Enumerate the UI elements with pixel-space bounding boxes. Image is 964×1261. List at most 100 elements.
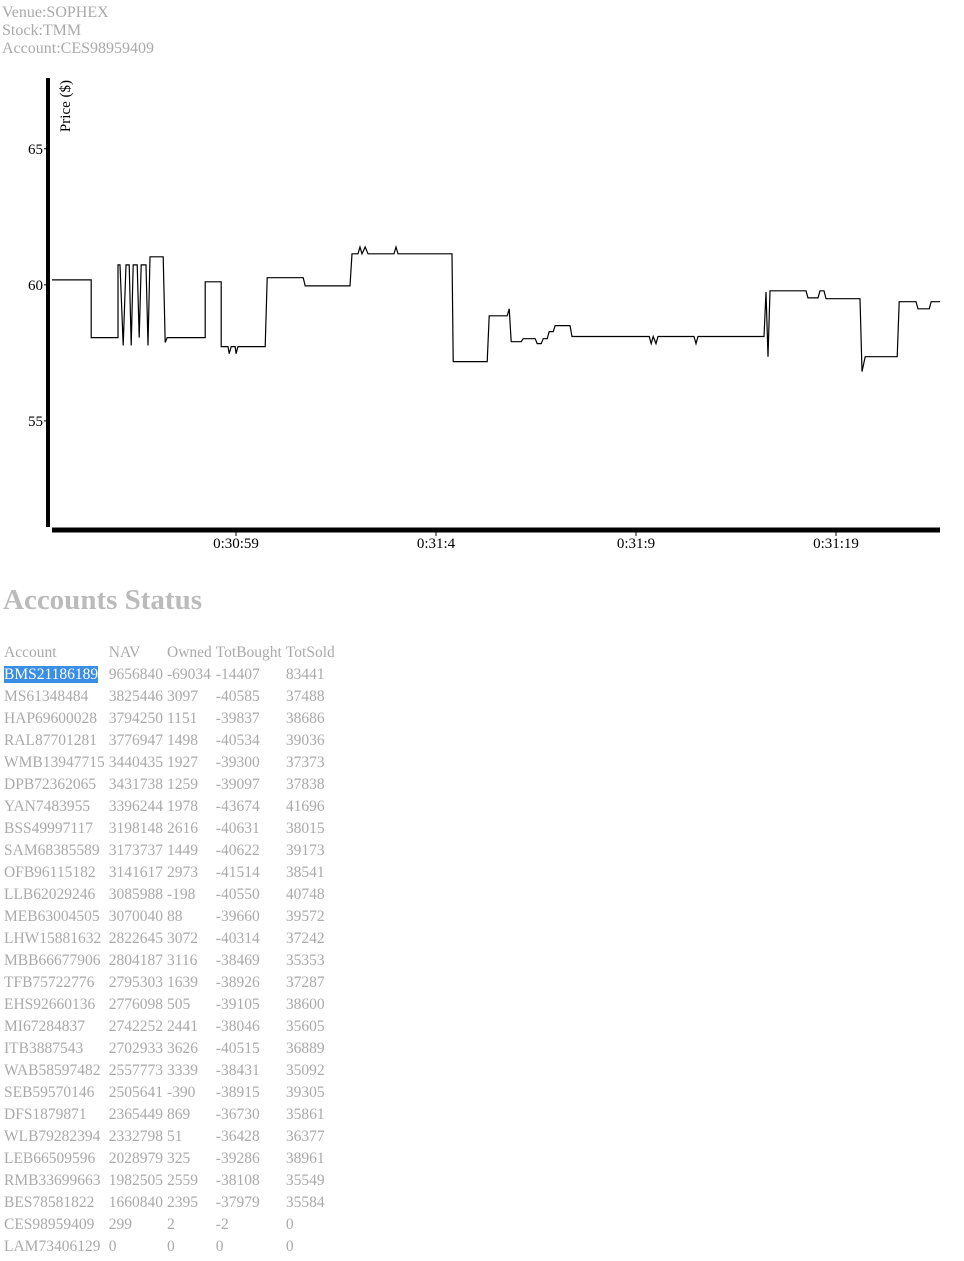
table-cell: HAP69600028 bbox=[2, 708, 107, 730]
table-cell: 40748 bbox=[284, 884, 337, 906]
cell-text: 41696 bbox=[285, 798, 325, 815]
cell-text: -39300 bbox=[215, 754, 260, 771]
cell-text: MEB63004505 bbox=[4, 908, 100, 925]
cell-text: 35605 bbox=[285, 1018, 325, 1035]
cell-text: 3794250 bbox=[108, 710, 163, 727]
table-cell: 0 bbox=[107, 1236, 165, 1258]
cell-text: SEB59570146 bbox=[4, 1084, 95, 1101]
table-row: LAM73406129 0 0 0 0 bbox=[2, 1236, 337, 1258]
table-cell: 2822645 bbox=[107, 928, 165, 950]
cell-text: -40515 bbox=[215, 1040, 260, 1057]
table-cell: 1927 bbox=[165, 752, 214, 774]
cell-text: EHS92660136 bbox=[4, 996, 96, 1013]
table-cell: 3825446 bbox=[107, 686, 165, 708]
table-cell: -37979 bbox=[214, 1192, 284, 1214]
table-cell: -38431 bbox=[214, 1060, 284, 1082]
table-cell: 2973 bbox=[165, 862, 214, 884]
table-row: MBB66677906 2804187 3116 -38469 35353 bbox=[2, 950, 337, 972]
table-cell: -14407 bbox=[214, 664, 284, 686]
cell-text: 2776098 bbox=[108, 996, 163, 1013]
cell-text: 3776947 bbox=[108, 732, 163, 749]
table-cell: 3440435 bbox=[107, 752, 165, 774]
cell-text: RAL87701281 bbox=[4, 732, 97, 749]
cell-text: 37287 bbox=[285, 974, 325, 991]
table-cell: 1259 bbox=[165, 774, 214, 796]
table-cell: BSS49997117 bbox=[2, 818, 107, 840]
table-cell: 3072 bbox=[165, 928, 214, 950]
cell-text: 37838 bbox=[285, 776, 325, 793]
cell-text: 38686 bbox=[285, 710, 325, 727]
table-cell: -38108 bbox=[214, 1170, 284, 1192]
cell-text: 299 bbox=[108, 1216, 132, 1233]
cell-text: 3173737 bbox=[108, 842, 163, 859]
table-row: MS61348484 3825446 3097 -40585 37488 bbox=[2, 686, 337, 708]
table-cell: 39305 bbox=[284, 1082, 337, 1104]
table-cell: 39173 bbox=[284, 840, 337, 862]
table-cell: CES98959409 bbox=[2, 1214, 107, 1236]
table-cell: 38015 bbox=[284, 818, 337, 840]
cell-text: -39837 bbox=[215, 710, 260, 727]
table-cell: SAM68385589 bbox=[2, 840, 107, 862]
table-cell: 3794250 bbox=[107, 708, 165, 730]
cell-text: 38961 bbox=[285, 1150, 325, 1167]
cell-text: 2505641 bbox=[108, 1084, 163, 1101]
table-cell: -40631 bbox=[214, 818, 284, 840]
table-cell: 325 bbox=[165, 1148, 214, 1170]
cell-text: 325 bbox=[167, 1150, 191, 1167]
table-cell: WLB79282394 bbox=[2, 1126, 107, 1148]
cell-text: 2702933 bbox=[108, 1040, 163, 1057]
cell-text: 1259 bbox=[167, 776, 198, 793]
table-cell: DFS1879871 bbox=[2, 1104, 107, 1126]
cell-text: 83441 bbox=[285, 666, 325, 683]
table-cell: -69034 bbox=[165, 664, 214, 686]
cell-text: -36428 bbox=[215, 1128, 260, 1145]
cell-text: -43674 bbox=[215, 798, 260, 815]
column-header: TotBought bbox=[215, 644, 282, 661]
table-row: SEB59570146 2505641 -390 -38915 39305 bbox=[2, 1082, 337, 1104]
accounts-table: Account NAV Owned TotBought TotSold BMS211861… bbox=[2, 642, 337, 1258]
table-row: WMB13947715 3440435 1927 -39300 37373 bbox=[2, 752, 337, 774]
table-cell: MEB63004505 bbox=[2, 906, 107, 928]
table-row: OFB96115182 3141617 2973 -41514 38541 bbox=[2, 862, 337, 884]
cell-text: 0 bbox=[285, 1238, 294, 1255]
table-cell: 1660840 bbox=[107, 1192, 165, 1214]
table-cell: OFB96115182 bbox=[2, 862, 107, 884]
cell-text: LAM73406129 bbox=[4, 1238, 101, 1255]
table-cell: 3116 bbox=[165, 950, 214, 972]
table-title: Accounts Status bbox=[3, 584, 202, 616]
table-cell: 1449 bbox=[165, 840, 214, 862]
cell-text: -38431 bbox=[215, 1062, 260, 1079]
cell-text: OFB96115182 bbox=[4, 864, 96, 881]
cell-text: -40622 bbox=[215, 842, 260, 859]
table-cell: 2702933 bbox=[107, 1038, 165, 1060]
table-cell: WMB13947715 bbox=[2, 752, 107, 774]
table-cell: LAM73406129 bbox=[2, 1236, 107, 1258]
cell-text: MI67284837 bbox=[4, 1018, 85, 1035]
cell-text: 2795303 bbox=[108, 974, 163, 991]
table-row: BMS21186189 9656840 -69034 -14407 83441 bbox=[2, 664, 337, 686]
table-row: LEB66509596 2028979 325 -39286 38961 bbox=[2, 1148, 337, 1170]
table-cell: 38686 bbox=[284, 708, 337, 730]
cell-text: LLB62029246 bbox=[4, 886, 96, 903]
table-row: WAB58597482 2557773 3339 -38431 35092 bbox=[2, 1060, 337, 1082]
cell-text: 3396244 bbox=[108, 798, 163, 815]
y-axis-label: Price ($) bbox=[58, 80, 74, 132]
table-cell: -2 bbox=[214, 1214, 284, 1236]
column-header: Owned bbox=[167, 644, 212, 661]
table-cell: TFB75722776 bbox=[2, 972, 107, 994]
cell-text: 35092 bbox=[285, 1062, 325, 1079]
table-cell: 2742252 bbox=[107, 1016, 165, 1038]
table-cell: 0 bbox=[165, 1236, 214, 1258]
table-cell: 2028979 bbox=[107, 1148, 165, 1170]
table-row: ITB3887543 2702933 3626 -40515 36889 bbox=[2, 1038, 337, 1060]
table-cell: SEB59570146 bbox=[2, 1082, 107, 1104]
cell-text: 39572 bbox=[285, 908, 325, 925]
cell-text: -38046 bbox=[215, 1018, 260, 1035]
cell-text: LHW15881632 bbox=[4, 930, 102, 947]
cell-text: 35353 bbox=[285, 952, 325, 969]
cell-text: -38915 bbox=[215, 1084, 260, 1101]
cell-text: -40585 bbox=[215, 688, 260, 705]
y-tick-label: 55 bbox=[28, 414, 43, 430]
table-cell: 36377 bbox=[284, 1126, 337, 1148]
